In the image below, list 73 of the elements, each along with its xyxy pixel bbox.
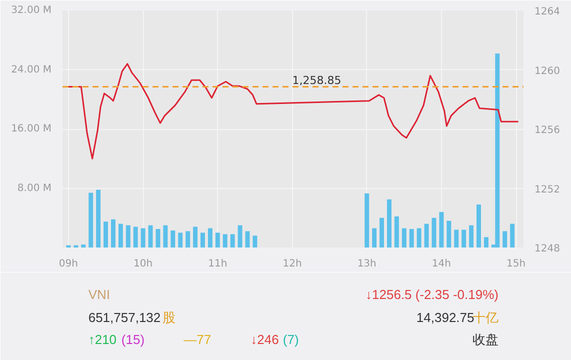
bar bbox=[424, 224, 429, 248]
y-tick-label: 16.00 M bbox=[11, 124, 52, 134]
bar bbox=[186, 231, 190, 248]
y-tick-label: 24.00 M bbox=[11, 64, 52, 76]
bar bbox=[200, 232, 205, 248]
text: 十亿 bbox=[472, 310, 498, 325]
bar bbox=[222, 234, 228, 248]
bar bbox=[386, 199, 392, 248]
x-tick-label: 12h bbox=[282, 258, 302, 270]
x-tick-label: 14h bbox=[432, 258, 451, 270]
bar bbox=[193, 226, 198, 248]
bar bbox=[118, 224, 123, 248]
bar bbox=[252, 236, 258, 248]
text: —77 bbox=[184, 332, 212, 347]
bar bbox=[96, 190, 101, 248]
bar bbox=[238, 225, 242, 248]
bar bbox=[469, 225, 474, 248]
bar bbox=[454, 230, 459, 248]
text: (15) bbox=[121, 332, 145, 347]
text: 收盘 bbox=[472, 332, 498, 347]
y2-tick-label: 1248 bbox=[534, 244, 560, 254]
x-tick-label: 10h bbox=[134, 258, 153, 270]
bar bbox=[140, 228, 146, 248]
y-tick-label: 32.00 M bbox=[11, 5, 52, 16]
bar bbox=[230, 234, 235, 248]
text: ↓1256.5 (-2.35 -0.19%) bbox=[366, 287, 498, 302]
y2-tick-label: 1264 bbox=[534, 6, 560, 18]
bar bbox=[502, 231, 508, 248]
bar bbox=[416, 228, 422, 248]
x-tick-label: 09h bbox=[58, 258, 78, 270]
y-tick-label: 8.00 M bbox=[17, 182, 52, 194]
bar bbox=[439, 212, 444, 248]
x-tick-label: 15h bbox=[506, 258, 526, 270]
bar bbox=[110, 219, 116, 248]
bar bbox=[81, 244, 86, 248]
bar bbox=[476, 204, 481, 248]
bar bbox=[156, 228, 160, 248]
bar bbox=[446, 220, 452, 248]
bar bbox=[462, 230, 466, 248]
bar bbox=[402, 228, 406, 248]
y2-tick-label: 1252 bbox=[534, 184, 560, 196]
bar bbox=[178, 232, 183, 248]
bar bbox=[495, 53, 500, 248]
text: ↑210 bbox=[88, 332, 117, 347]
x-tick-label: 11h bbox=[208, 258, 228, 270]
bar bbox=[484, 237, 488, 248]
y2-tick-label: 1260 bbox=[534, 66, 560, 77]
bar bbox=[133, 226, 138, 248]
bar bbox=[215, 232, 220, 248]
y2-tick-label: 1256 bbox=[534, 125, 560, 136]
bar bbox=[364, 193, 370, 248]
text: 14,392.75 bbox=[416, 310, 474, 325]
x-tick-label: 13h bbox=[357, 258, 376, 270]
bar bbox=[245, 231, 250, 248]
bar bbox=[432, 218, 436, 248]
text: VNI bbox=[88, 287, 110, 302]
text: 651,757,132 bbox=[88, 310, 161, 325]
bar bbox=[380, 218, 384, 248]
bar bbox=[148, 225, 153, 248]
bar bbox=[510, 224, 515, 248]
text: (7) bbox=[282, 332, 299, 347]
bar bbox=[126, 225, 130, 248]
text: 股 bbox=[162, 310, 176, 325]
bar bbox=[88, 192, 94, 248]
bar bbox=[163, 225, 168, 248]
bar bbox=[104, 222, 108, 248]
bar bbox=[208, 228, 212, 248]
text: ↓246 bbox=[250, 332, 279, 347]
ref-line-label: 1,258.85 bbox=[292, 74, 342, 87]
bar bbox=[372, 228, 377, 248]
bar bbox=[170, 230, 176, 248]
bar bbox=[394, 216, 399, 248]
bar bbox=[409, 228, 414, 248]
